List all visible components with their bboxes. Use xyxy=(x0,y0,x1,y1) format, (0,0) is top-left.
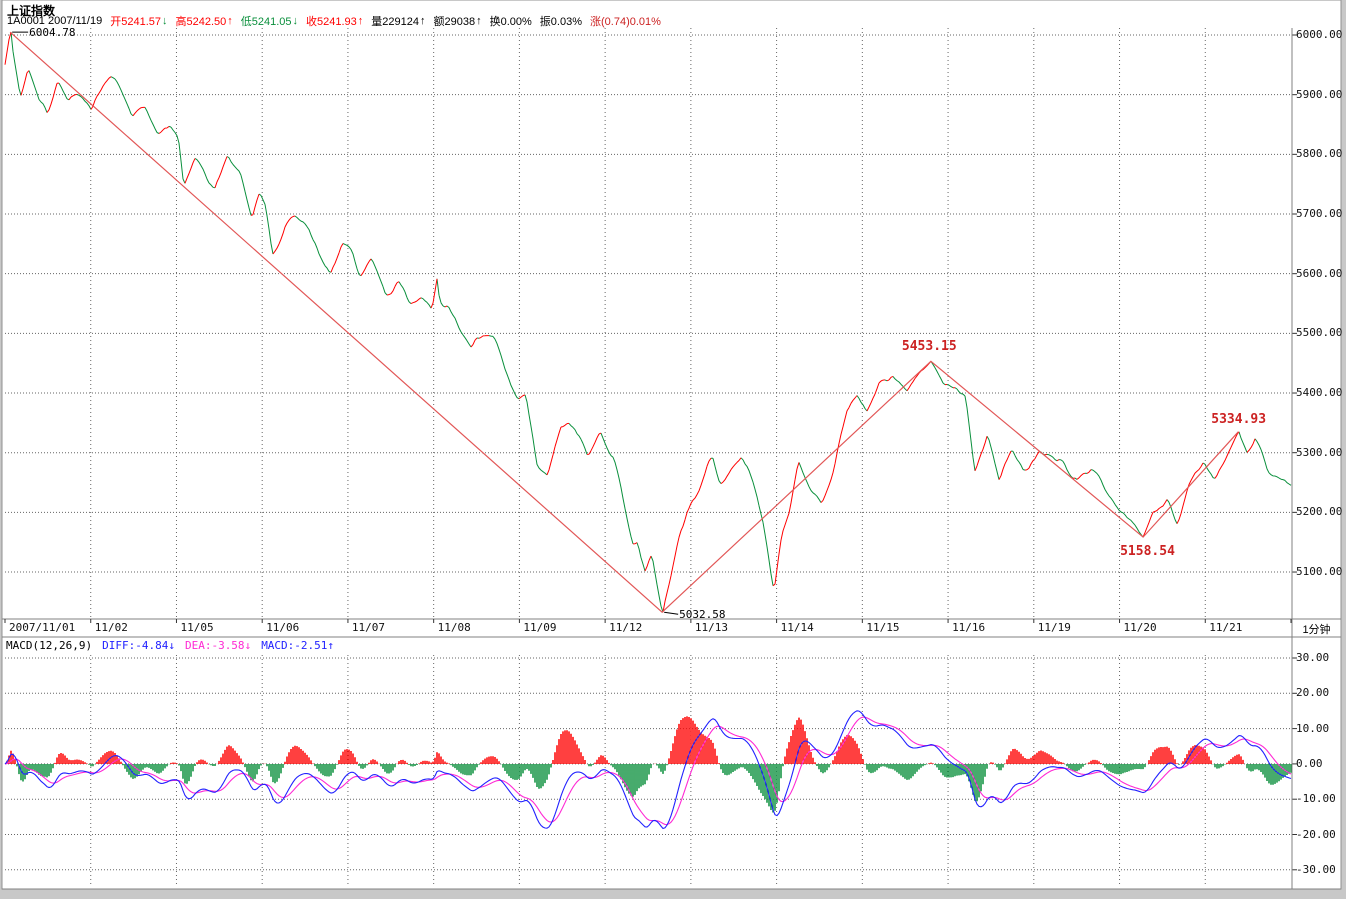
period-selector[interactable]: 1分钟 xyxy=(1302,624,1331,636)
price-line-up xyxy=(4,31,1256,613)
macd-histogram-negative xyxy=(16,764,1292,813)
trendline xyxy=(9,31,1239,614)
price-line-down xyxy=(10,32,1292,613)
diff-line xyxy=(4,710,1292,830)
annotation-connector xyxy=(664,611,679,615)
dea-line xyxy=(4,716,1292,826)
macd-histogram-positive xyxy=(6,716,1244,764)
